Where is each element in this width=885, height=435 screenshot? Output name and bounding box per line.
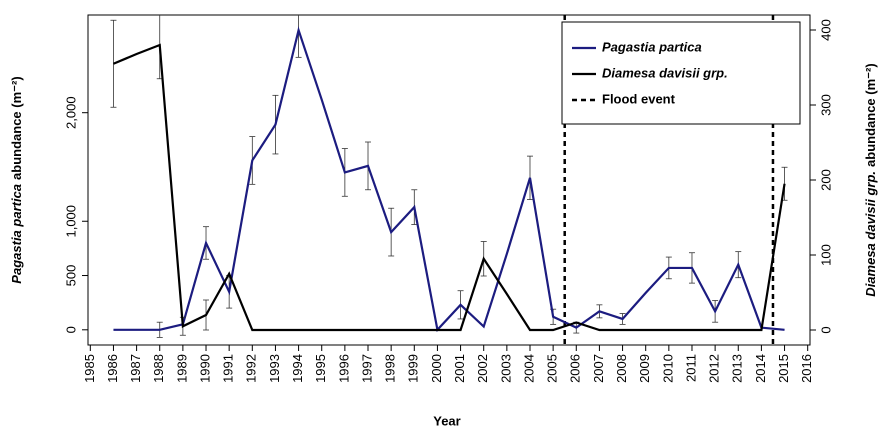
y2-tick-label: 300 — [818, 94, 833, 116]
x-tick-label: 2016 — [799, 354, 814, 383]
legend-label: Pagastia partica — [602, 39, 702, 54]
y-axis-label-species: Pagastia partica — [9, 184, 24, 284]
x-tick-label: 1989 — [174, 354, 189, 383]
x-tick-label: 2002 — [475, 354, 490, 383]
y2-tick-label: 100 — [818, 244, 833, 266]
y-tick-label: 2,000 — [63, 96, 78, 129]
x-tick-label: 1988 — [151, 354, 166, 383]
x-tick-label: 2012 — [707, 354, 722, 383]
x-axis-label: Year — [433, 413, 460, 428]
x-tick-label: 1994 — [290, 354, 305, 383]
legend-label: Diamesa davisii grp. — [602, 65, 728, 80]
series-line — [113, 43, 786, 332]
x-tick-label: 2001 — [452, 354, 467, 383]
y-axis-label: Pagastia partica abundance (m⁻²) — [9, 76, 24, 283]
x-tick-label: 1986 — [105, 354, 120, 383]
x-tick-label: 2010 — [660, 354, 675, 383]
x-tick-label: 1995 — [313, 354, 328, 383]
y-tick-label: 0 — [63, 326, 78, 333]
y-axis-label-unit: abundance (m⁻²) — [9, 76, 24, 180]
series-line — [113, 26, 785, 333]
x-tick-label: 2015 — [776, 354, 791, 383]
x-tick-label: 1993 — [267, 354, 282, 383]
x-tick-label: 1991 — [221, 354, 236, 383]
x-tick-label: 1985 — [82, 354, 97, 383]
x-tick-label: 2013 — [730, 354, 745, 383]
x-tick-label: 1999 — [406, 354, 421, 383]
x-tick-label: 1996 — [336, 354, 351, 383]
x-tick-label: 2000 — [429, 354, 444, 383]
x-tick-label: 1992 — [244, 354, 259, 383]
x-tick-label: 1997 — [359, 354, 374, 383]
legend-label: Flood event — [602, 91, 676, 106]
x-tick-label: 1990 — [197, 354, 212, 383]
y-tick-label: 1,000 — [63, 205, 78, 238]
y2-axis-label-species: Diamesa davisii grp. — [863, 171, 878, 297]
x-tick-label: 2006 — [568, 354, 583, 383]
x-tick-label: 2007 — [591, 354, 606, 383]
y2-tick-label: 400 — [818, 19, 833, 41]
x-tick-label: 2009 — [637, 354, 652, 383]
x-tick-label: 2003 — [498, 354, 513, 383]
x-tick-label: 2004 — [521, 354, 536, 383]
y2-tick-label: 200 — [818, 169, 833, 191]
x-tick-label: 2011 — [683, 354, 698, 382]
y2-tick-label: 0 — [818, 326, 833, 333]
x-tick-label: 1987 — [128, 354, 143, 383]
y2-axis-label-unit: abundance (m⁻²) — [863, 63, 878, 167]
x-tick-label: 2005 — [545, 354, 560, 383]
y2-axis-label: Diamesa davisii grp. abundance (m⁻²) — [863, 63, 878, 296]
legend-box — [561, 21, 801, 125]
x-tick-label: 1998 — [383, 354, 398, 383]
x-tick-label: 2014 — [753, 354, 768, 383]
y-tick-label: 500 — [63, 265, 78, 287]
x-tick-label: 2008 — [614, 354, 629, 383]
